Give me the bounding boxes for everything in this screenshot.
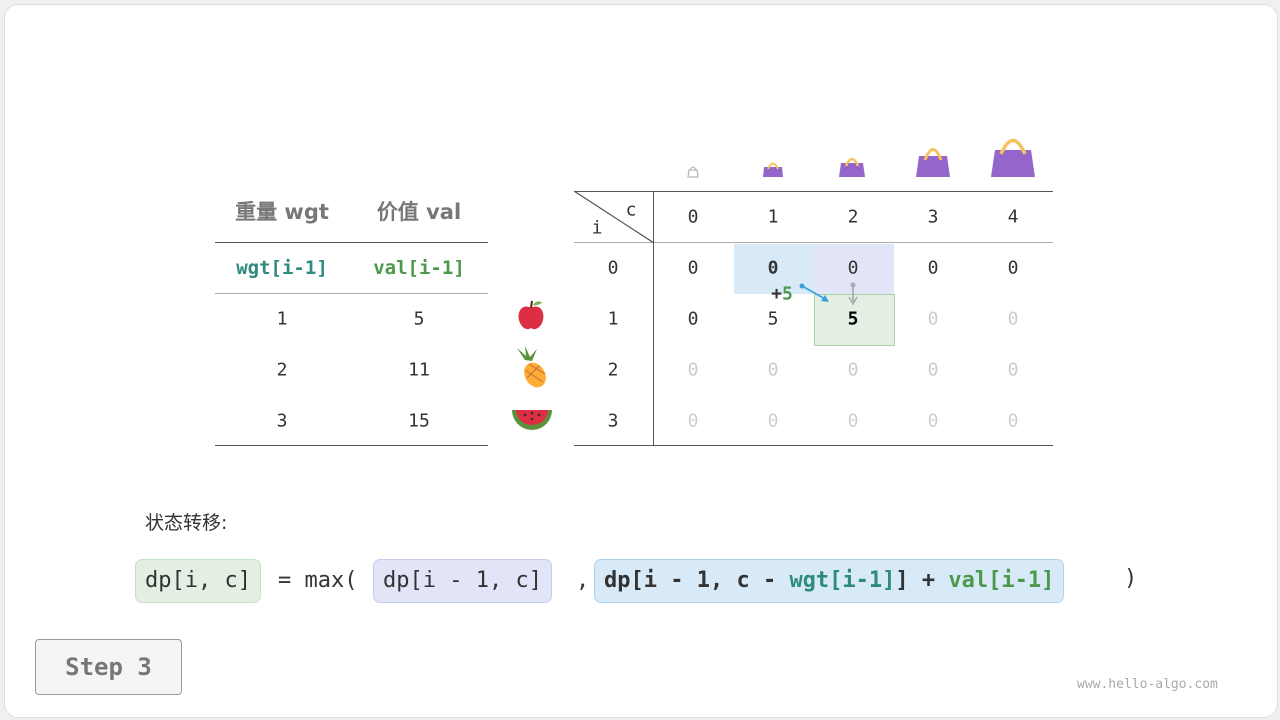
col-header: 1 (767, 206, 779, 228)
formula-option-skip: dp[i - 1, c] (373, 559, 552, 603)
divider (574, 242, 1053, 243)
formula-text: ] + (895, 568, 949, 593)
dp-cell: 0 (1007, 308, 1019, 330)
header-value: 价值 val (376, 200, 462, 224)
subheader-wgt: wgt[i-1] (236, 257, 328, 279)
dp-cell: 0 (1007, 410, 1019, 432)
canvas (4, 4, 1278, 718)
dp-cell: 0 (847, 257, 859, 279)
dp-cell: 0 (927, 410, 939, 432)
bag-icon (991, 138, 1035, 177)
dp-cell: 0 (767, 257, 779, 279)
dp-cell: 0 (687, 410, 699, 432)
row-header: 1 (607, 308, 619, 330)
pineapple-icon (517, 346, 546, 388)
formula-lhs: dp[i, c] (135, 559, 261, 603)
val-cell: 15 (408, 410, 430, 432)
watermark: www.hello-algo.com (1077, 677, 1218, 692)
transition-arrows (799, 282, 858, 306)
formula-comma: , (576, 568, 590, 593)
step-button[interactable]: Step 3 (35, 639, 182, 695)
formula-max: = max( (278, 568, 358, 593)
col-header: 4 (1007, 206, 1019, 228)
formula-option-take: dp[i - 1, c - wgt[i-1]] + val[i-1] (594, 559, 1065, 603)
plus-annotation: +5 (771, 284, 793, 305)
subheader-val: val[i-1] (373, 257, 465, 279)
col-header: 3 (927, 206, 939, 228)
wgt-cell: 3 (276, 410, 288, 432)
apple-icon (518, 300, 544, 330)
dp-cell: 5 (847, 308, 859, 330)
plus-sign: + (771, 283, 782, 305)
row-header: 3 (607, 410, 619, 432)
divider (215, 445, 488, 446)
dp-cell: 0 (927, 257, 939, 279)
bag-icon (916, 148, 950, 177)
dp-cell: 0 (687, 359, 699, 381)
dp-cell: 0 (847, 410, 859, 432)
dp-cell: 0 (927, 359, 939, 381)
val-cell: 11 (408, 359, 430, 381)
row-header: 2 (607, 359, 619, 381)
dp-cell: 0 (767, 359, 779, 381)
dp-cell: 0 (927, 308, 939, 330)
col-header: 0 (687, 206, 699, 228)
formula-label: 状态转移: (145, 512, 228, 534)
val-cell: 5 (413, 308, 425, 330)
bag-icon (763, 162, 783, 177)
divider (574, 445, 1053, 446)
wgt-cell: 2 (276, 359, 288, 381)
corner-diagonal (574, 191, 654, 243)
dp-cell: 0 (687, 308, 699, 330)
dp-cell: 0 (847, 359, 859, 381)
col-header: 2 (847, 206, 859, 228)
formula-close: ) (1124, 566, 1138, 591)
dp-cell: 0 (687, 257, 699, 279)
corner-c-label: c (625, 199, 637, 221)
row-header: 0 (607, 257, 619, 279)
header-weight: 重量 wgt (235, 200, 329, 224)
formula-val: val[i-1] (948, 568, 1055, 593)
corner-i-label: i (591, 217, 603, 239)
divider (215, 293, 488, 294)
dp-cell: 0 (767, 410, 779, 432)
divider (215, 242, 488, 243)
formula-wgt: wgt[i-1] (789, 568, 896, 593)
formula-text: dp[i - 1, c - (604, 568, 790, 593)
dp-cell: 0 (1007, 359, 1019, 381)
bag-icon (839, 157, 865, 177)
highlight-current (814, 294, 895, 346)
divider (574, 191, 1053, 192)
wgt-cell: 1 (276, 308, 288, 330)
dp-cell: 0 (1007, 257, 1019, 279)
watermelon-icon (512, 410, 552, 430)
dp-cell: 5 (767, 308, 779, 330)
plus-value: 5 (782, 283, 793, 305)
empty-bag-icon (687, 166, 699, 178)
divider (653, 191, 654, 445)
